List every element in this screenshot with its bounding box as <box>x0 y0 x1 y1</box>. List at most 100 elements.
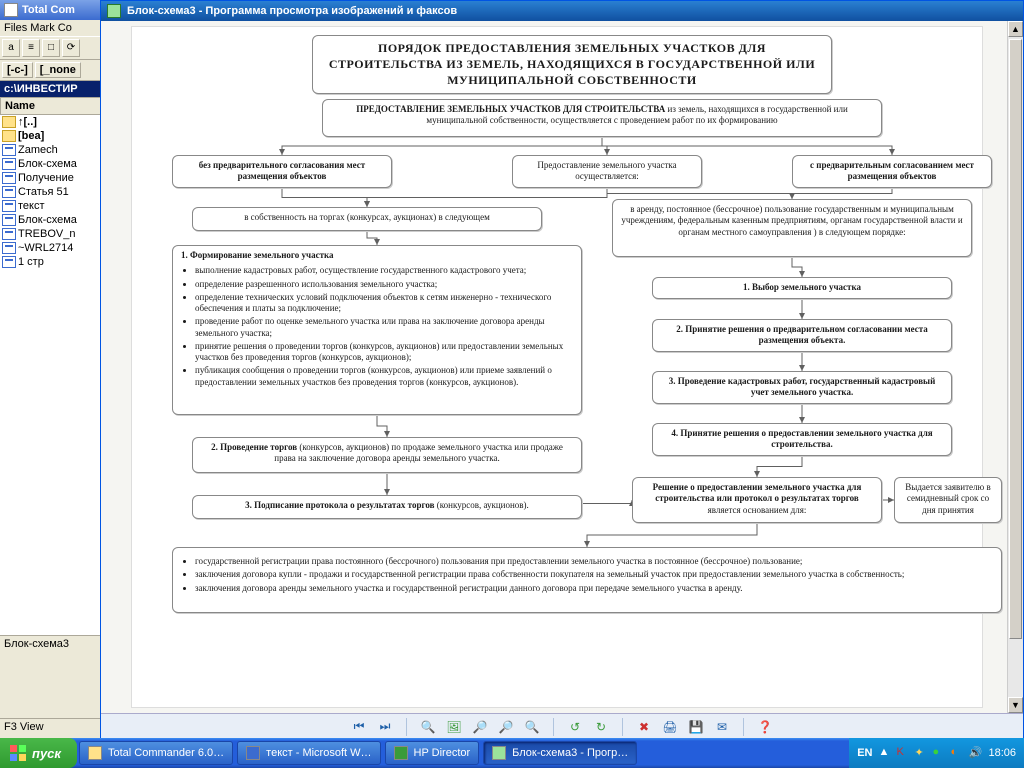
tc-toolbar-button[interactable]: a <box>2 39 20 57</box>
tc-app-icon <box>4 3 18 17</box>
flowchart-node-n_main: ПРЕДОСТАВЛЕНИЕ ЗЕМЕЛЬНЫХ УЧАСТКОВ ДЛЯ СТ… <box>322 99 882 137</box>
viewer-toolbar-button[interactable]: ⏭ <box>376 718 394 736</box>
doc-icon <box>2 242 16 254</box>
tc-drive-button[interactable]: [_none <box>35 62 81 78</box>
taskbar-app-label: Блок-схема3 - Прогр… <box>512 747 628 759</box>
image-viewer-window: Блок-схема3 - Программа просмотра изобра… <box>100 0 1024 738</box>
start-button[interactable]: пуск <box>0 738 77 768</box>
flowchart-node-n_vyd: Выдается заявителю в семидневный срок со… <box>894 477 1002 523</box>
start-label: пуск <box>32 746 61 761</box>
flowchart-node-n_title: ПОРЯДОК ПРЕДОСТАВЛЕНИЯ ЗЕМЕЛЬНЫХ УЧАСТКО… <box>312 35 832 94</box>
language-indicator[interactable]: EN <box>857 747 872 759</box>
tray-icon[interactable]: ✦ <box>914 746 928 760</box>
flowchart-node-n_r2: 2. Принятие решения о предварительном со… <box>652 319 952 352</box>
up-icon <box>2 116 16 128</box>
tc-file-label: Блок-схема <box>18 214 77 226</box>
taskbar-app-icon <box>88 746 102 760</box>
tc-toolbar-button[interactable]: ⟳ <box>62 39 80 57</box>
viewer-canvas: ПОРЯДОК ПРЕДОСТАВЛЕНИЯ ЗЕМЕЛЬНЫХ УЧАСТКО… <box>101 21 1023 713</box>
tc-file-label: ↑[..] <box>18 116 37 128</box>
viewer-toolbar-button[interactable]: 🖼 <box>445 718 463 736</box>
viewer-toolbar-button[interactable]: 🔎 <box>471 718 489 736</box>
viewer-toolbar-button[interactable]: ↺ <box>566 718 584 736</box>
tc-file-label: [bea] <box>18 130 44 142</box>
doc-icon <box>2 172 16 184</box>
tc-file-label: ~WRL2714 <box>18 242 73 254</box>
taskbar: пуск Total Commander 6.0… текст - Microso… <box>0 738 1024 768</box>
doc-icon <box>2 214 16 226</box>
tc-title-text: Total Com <box>22 4 75 16</box>
tray-icon[interactable]: 🔊 <box>968 746 982 760</box>
flowchart-node-n_form: 1. Формирование земельного участкавыполн… <box>172 245 582 415</box>
tc-file-label: текст <box>18 200 45 212</box>
flowchart-node-n_r1: 1. Выбор земельного участка <box>652 277 952 299</box>
doc-icon <box>2 228 16 240</box>
tray-icon[interactable]: ● <box>932 746 946 760</box>
taskbar-app-icon <box>394 746 408 760</box>
tc-toolbar-button[interactable]: □ <box>42 39 60 57</box>
taskbar-app-button[interactable]: HP Director <box>385 741 480 765</box>
taskbar-app-button[interactable]: Total Commander 6.0… <box>79 741 233 765</box>
scroll-thumb[interactable] <box>1009 39 1022 639</box>
tray-icon[interactable]: ▲ <box>878 746 892 760</box>
flowchart-node-n_left: без предварительного согласования мест р… <box>172 155 392 188</box>
viewer-title-text: Блок-схема3 - Программа просмотра изобра… <box>127 5 457 17</box>
tray-icon[interactable]: ◐ <box>950 746 964 760</box>
viewer-vertical-scrollbar[interactable]: ▲ ▼ <box>1007 21 1023 713</box>
doc-icon <box>2 144 16 156</box>
tray-icon[interactable]: K <box>896 746 910 760</box>
taskbar-app-button[interactable]: текст - Microsoft W… <box>237 741 380 765</box>
toolbar-separator <box>553 718 554 736</box>
flowchart-node-n_res: Решение о предоставлении земельного учас… <box>632 477 882 523</box>
flowchart-node-n_mid: Предоставление земельного участка осущес… <box>512 155 702 188</box>
viewer-toolbar-button[interactable]: 🖨 <box>661 718 679 736</box>
viewer-toolbar-button[interactable]: ↻ <box>592 718 610 736</box>
doc-icon <box>2 256 16 268</box>
viewer-toolbar-button[interactable]: 🔎 <box>497 718 515 736</box>
tc-file-label: TREBOV_n <box>18 228 75 240</box>
flowchart-node-n_bottom: государственной регистрации права постоя… <box>172 547 1002 613</box>
viewer-toolbar-button[interactable]: ✖ <box>635 718 653 736</box>
taskbar-app-icon <box>246 746 260 760</box>
flowchart-node-n_torgi: в собственность на торгах (конкурсах, ау… <box>192 207 542 231</box>
tc-drive-button[interactable]: [-c-] <box>2 62 33 78</box>
viewer-toolbar-button[interactable]: ❓ <box>756 718 774 736</box>
tc-toolbar-button[interactable]: ≡ <box>22 39 40 57</box>
flowchart-node-n_r4: 4. Принятие решения о предоставлении зем… <box>652 423 952 456</box>
taskbar-app-icon <box>492 746 506 760</box>
viewer-toolbar-button[interactable]: ✉ <box>713 718 731 736</box>
flowchart-node-n_right: с предварительным согласованием мест раз… <box>792 155 992 188</box>
flowchart-node-n_arenda: в аренду, постоянное (бессрочное) пользо… <box>612 199 972 257</box>
viewer-toolbar-button[interactable]: 🔍 <box>419 718 437 736</box>
viewer-toolbar-button[interactable]: ⏮ <box>350 718 368 736</box>
flowchart-node-n_prot: 3. Подписание протокола о результатах то… <box>192 495 582 519</box>
folder-icon <box>2 130 16 142</box>
taskbar-app-label: текст - Microsoft W… <box>266 747 371 759</box>
flowchart-node-n_r3: 3. Проведение кадастровых работ, государ… <box>652 371 952 404</box>
taskbar-app-button[interactable]: Блок-схема3 - Прогр… <box>483 741 637 765</box>
tc-file-label: 1 стр <box>18 256 44 268</box>
viewer-toolbar: ⏮ ⏭ 🔍 🖼 🔎 🔎 🔍 ↺ ↻ ✖ 🖨 💾 ✉ ❓ <box>101 713 1023 739</box>
doc-icon <box>2 186 16 198</box>
tc-file-label: Статья 51 <box>18 186 69 198</box>
document-page: ПОРЯДОК ПРЕДОСТАВЛЕНИЯ ЗЕМЕЛЬНЫХ УЧАСТКО… <box>131 26 983 708</box>
viewer-toolbar-button[interactable]: 🔍 <box>523 718 541 736</box>
tc-file-label: Zamech <box>18 144 58 156</box>
scroll-up-button[interactable]: ▲ <box>1008 21 1023 37</box>
system-tray: EN ▲ K ✦ ● ◐ 🔊 18:06 <box>849 738 1024 768</box>
toolbar-separator <box>622 718 623 736</box>
toolbar-separator <box>406 718 407 736</box>
windows-logo-icon <box>10 745 26 761</box>
taskbar-app-label: Total Commander 6.0… <box>108 747 224 759</box>
flowchart-node-n_torgi2: 2. Проведение торгов (конкурсов, аукцион… <box>192 437 582 473</box>
viewer-toolbar-button[interactable]: 💾 <box>687 718 705 736</box>
tc-file-label: Получение <box>18 172 74 184</box>
toolbar-separator <box>743 718 744 736</box>
tc-file-label: Блок-схема <box>18 158 77 170</box>
taskbar-app-label: HP Director <box>414 747 471 759</box>
viewer-app-icon <box>107 4 121 18</box>
doc-icon <box>2 158 16 170</box>
scroll-down-button[interactable]: ▼ <box>1008 697 1023 713</box>
clock[interactable]: 18:06 <box>988 747 1016 759</box>
viewer-titlebar[interactable]: Блок-схема3 - Программа просмотра изобра… <box>101 1 1023 21</box>
